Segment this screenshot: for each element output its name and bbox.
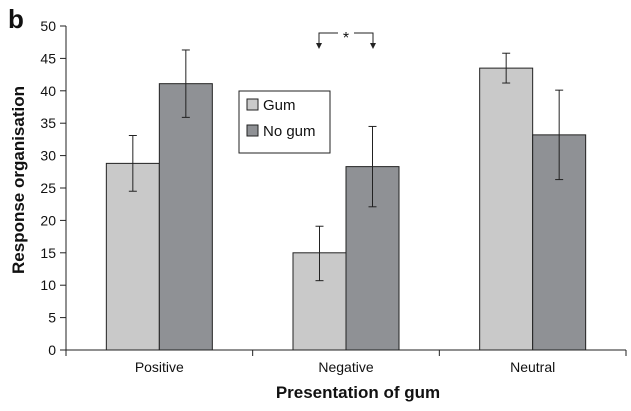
legend-swatch-gum — [246, 98, 259, 111]
bar-no-gum-positive — [158, 83, 213, 351]
error-bar — [128, 135, 137, 192]
bracket-arrow-left — [316, 43, 322, 49]
x-axis-title: Presentation of gum — [276, 383, 440, 402]
x-tick-label-neutral: Neutral — [510, 359, 555, 375]
significance-bracket: * — [316, 30, 376, 49]
bracket-right — [354, 32, 374, 47]
y-tick-label: 20 — [40, 212, 56, 228]
error-bar — [502, 52, 511, 84]
y-tick-label: 0 — [48, 342, 56, 358]
x-tick-label-positive: Positive — [135, 359, 184, 375]
y-tick-label: 40 — [40, 83, 56, 99]
x-axis-tick-labels: Positive Negative Neutral — [135, 359, 555, 375]
y-axis-title: Response organisation — [9, 86, 28, 274]
bar-gum-positive — [105, 162, 160, 351]
y-tick-label: 15 — [40, 245, 56, 261]
y-tick-label: 5 — [48, 310, 56, 326]
legend-label-gum: Gum — [263, 97, 296, 114]
y-tick-label: 50 — [40, 18, 56, 34]
panel-letter: b — [8, 4, 24, 34]
bar-marks — [105, 67, 587, 351]
error-bar — [368, 125, 377, 208]
y-tick-label: 45 — [40, 50, 56, 66]
x-axis-ticks — [65, 350, 627, 356]
y-tick-label: 35 — [40, 115, 56, 131]
legend-label-no-gum: No gum — [263, 123, 316, 140]
y-tick-label: 10 — [40, 277, 56, 293]
y-tick-label: 30 — [40, 148, 56, 164]
error-bar — [315, 225, 324, 282]
bracket-arrow-right — [370, 43, 376, 49]
y-axis-ticks: 0 5 10 15 20 25 30 35 40 45 50 — [40, 18, 66, 358]
y-tick-label: 25 — [40, 180, 56, 196]
bracket-left — [318, 32, 338, 47]
error-bars — [128, 49, 564, 282]
error-bar — [181, 49, 190, 118]
bar-gum-neutral — [479, 67, 534, 351]
error-bar — [555, 89, 564, 181]
significance-star: * — [343, 30, 349, 47]
legend-swatch-no-gum — [246, 124, 259, 137]
legend: Gum No gum — [238, 90, 331, 154]
x-tick-label-negative: Negative — [318, 359, 373, 375]
